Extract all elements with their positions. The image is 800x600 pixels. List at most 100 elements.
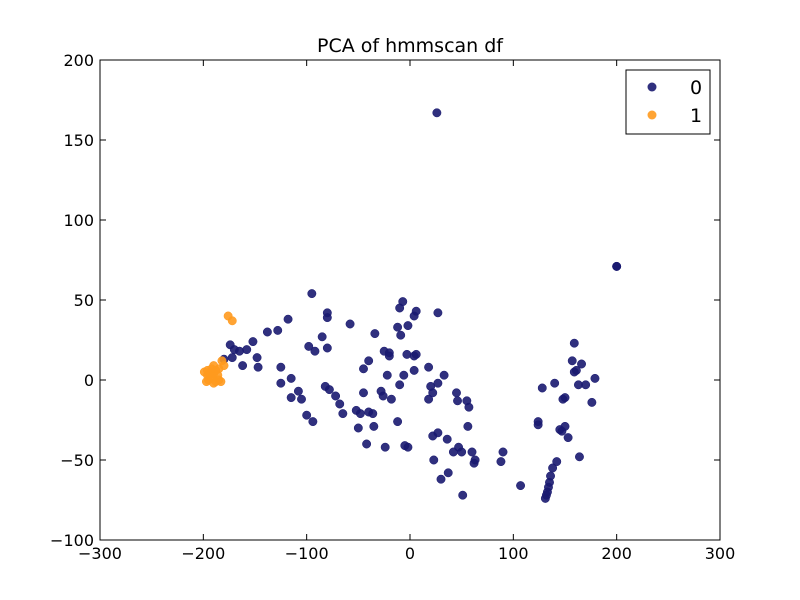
- x-tick-label: −200: [181, 544, 225, 563]
- y-tick-label: 200: [63, 51, 94, 70]
- data-point-series-0: [359, 364, 368, 374]
- data-point-series-0: [560, 393, 570, 403]
- data-point-series-0: [467, 447, 477, 457]
- data-point-series-0: [286, 393, 296, 403]
- data-point-series-0: [322, 343, 332, 353]
- data-point-series-0: [546, 471, 555, 481]
- data-point-series-0: [452, 388, 461, 398]
- data-point-series-0: [470, 455, 480, 465]
- data-point-series-0: [498, 447, 508, 457]
- data-point-series-0: [262, 327, 272, 337]
- x-tick-label: 200: [601, 544, 632, 563]
- data-point-series-0: [364, 356, 374, 366]
- data-point-series-0: [429, 455, 439, 465]
- x-tick-label: −300: [78, 544, 122, 563]
- data-point-series-1: [209, 378, 219, 388]
- legend-marker-1: [647, 110, 657, 120]
- data-point-series-0: [393, 417, 403, 427]
- data-point-series-0: [324, 385, 334, 395]
- data-point-series-0: [399, 370, 409, 380]
- data-point-series-0: [442, 434, 452, 444]
- data-point-series-0: [424, 394, 434, 404]
- data-point-series-0: [384, 351, 394, 361]
- data-point-series-0: [378, 391, 388, 401]
- data-point-series-0: [242, 345, 252, 355]
- legend-label: 0: [690, 77, 702, 99]
- data-point-series-0: [563, 433, 573, 443]
- data-point-series-0: [424, 362, 434, 372]
- y-tick-label: −50: [60, 451, 94, 470]
- data-point-series-0: [345, 319, 355, 329]
- axes: −300 −200 −100 0 100 200 300−100−5005010015020…: [50, 51, 735, 563]
- legend: 01: [625, 69, 711, 135]
- data-point-series-0: [304, 341, 314, 351]
- x-tick-label: 100: [498, 544, 529, 563]
- data-point-series-0: [307, 289, 317, 299]
- y-tick-label: 0: [84, 371, 94, 390]
- data-point-series-0: [457, 447, 467, 457]
- data-point-series-0: [369, 421, 379, 431]
- chart-title: PCA of hmmscan df: [317, 35, 504, 57]
- data-point-series-0: [548, 463, 558, 473]
- data-point-series-0: [253, 362, 263, 372]
- data-point-series-0: [537, 383, 547, 393]
- data-point-series-0: [227, 353, 237, 363]
- y-tick-label: 150: [63, 131, 94, 150]
- data-point-series-0: [302, 410, 312, 420]
- plot-background: [100, 60, 720, 540]
- data-point-series-0: [283, 314, 293, 324]
- data-point-series-0: [463, 421, 473, 431]
- data-point-series-0: [273, 325, 283, 335]
- y-tick-label: 50: [74, 291, 94, 310]
- data-point-series-0: [411, 306, 421, 316]
- data-point-series-0: [368, 409, 378, 419]
- x-tick-label: −100: [285, 544, 329, 563]
- data-point-series-0: [433, 428, 443, 438]
- data-point-series-0: [550, 378, 560, 388]
- data-point-series-1: [216, 377, 226, 387]
- data-point-series-0: [382, 370, 392, 380]
- data-point-series-0: [552, 457, 562, 467]
- data-point-series-0: [569, 338, 579, 348]
- data-point-series-0: [453, 396, 462, 406]
- data-point-series-0: [396, 330, 406, 340]
- data-point-series-0: [353, 423, 363, 433]
- data-point-series-0: [587, 397, 597, 407]
- data-point-series-0: [439, 370, 449, 380]
- data-point-series-0: [310, 346, 320, 356]
- data-point-series-0: [409, 365, 419, 375]
- data-points: [199, 108, 622, 503]
- data-point-series-0: [577, 359, 586, 369]
- data-point-series-0: [248, 337, 258, 347]
- data-point-series-0: [612, 261, 622, 271]
- legend-label: 1: [690, 105, 702, 127]
- data-point-series-0: [395, 380, 405, 390]
- data-point-series-0: [276, 362, 286, 372]
- data-point-series-0: [386, 394, 396, 404]
- data-point-series-1: [227, 316, 237, 326]
- data-point-series-0: [252, 353, 262, 363]
- data-point-series-0: [317, 332, 327, 342]
- data-point-series-0: [393, 322, 403, 332]
- data-point-series-0: [308, 417, 318, 427]
- x-tick-label: 300: [705, 544, 736, 563]
- data-point-series-0: [402, 349, 412, 359]
- data-point-series-0: [560, 421, 570, 431]
- data-point-series-0: [286, 373, 296, 383]
- data-point-series-0: [335, 399, 345, 409]
- data-point-series-0: [331, 391, 341, 401]
- data-point-series-0: [443, 468, 453, 478]
- data-point-series-0: [276, 378, 286, 388]
- data-point-series-0: [433, 378, 443, 388]
- data-point-series-0: [533, 420, 543, 430]
- x-tick-label: 0: [405, 544, 415, 563]
- data-point-series-0: [380, 442, 390, 452]
- data-point-series-1: [203, 365, 212, 375]
- data-point-series-0: [338, 409, 348, 419]
- legend-marker-0: [647, 82, 657, 92]
- data-point-series-0: [355, 409, 365, 419]
- y-tick-label: −100: [50, 531, 94, 550]
- data-point-series-0: [516, 481, 526, 491]
- data-point-series-0: [395, 303, 405, 313]
